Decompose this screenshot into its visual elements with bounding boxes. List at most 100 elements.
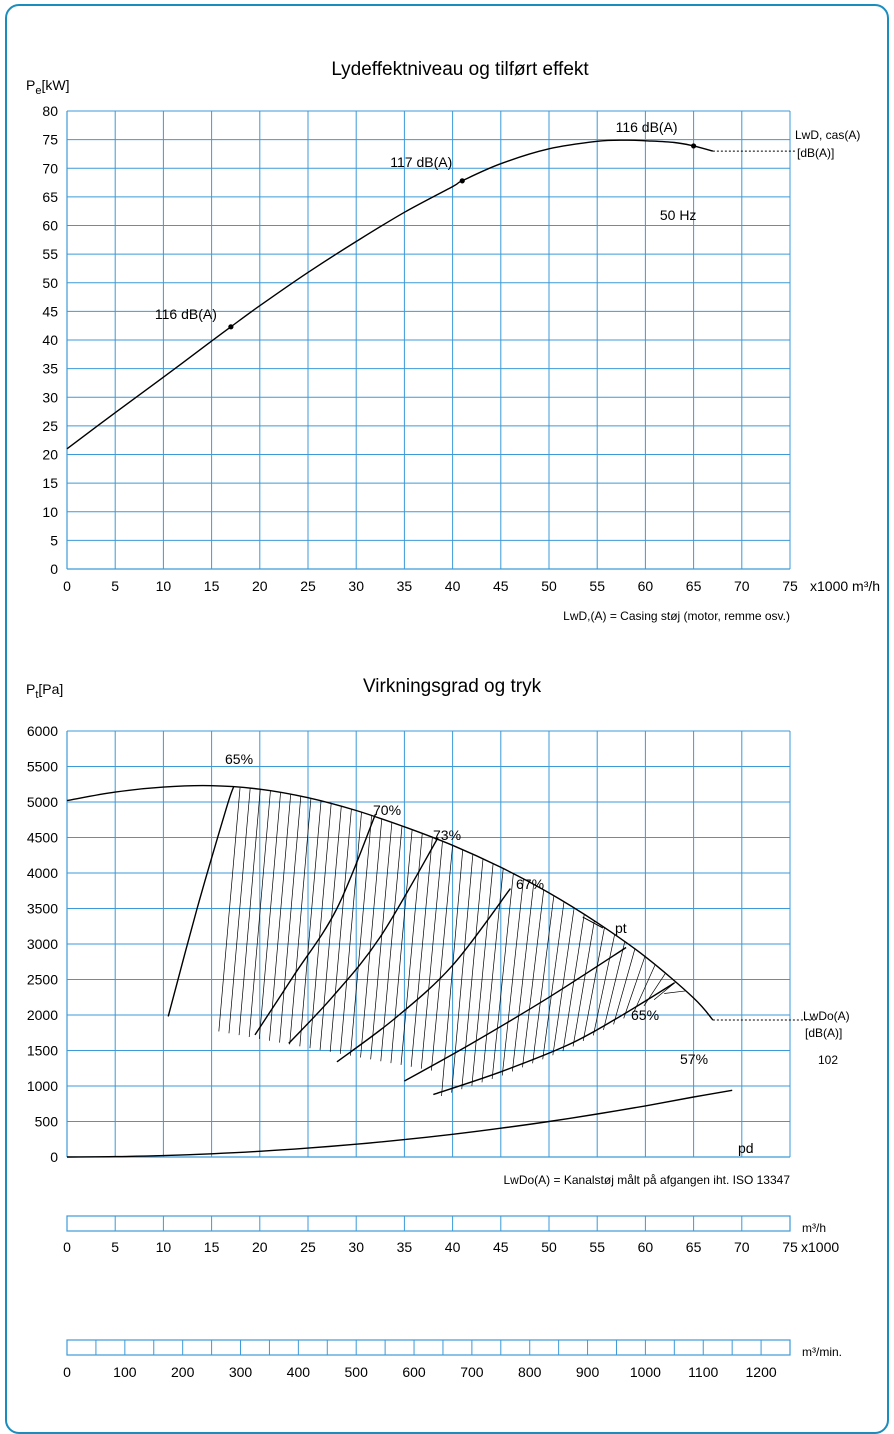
chart-2-hatch-line <box>299 801 322 1047</box>
chart-1-ytick: 80 <box>42 103 58 119</box>
chart-1-ytick: 45 <box>42 303 58 319</box>
scale-m3h-label: 10 <box>156 1239 172 1255</box>
chart-1-xlabel: x1000 m³/h <box>810 578 880 594</box>
chart-1-ytick: 5 <box>50 532 58 548</box>
chart-1-point <box>459 178 465 184</box>
scale-m3h-label: 5 <box>111 1239 119 1255</box>
chart-2-ylabel: Pt[Pa] <box>26 681 63 701</box>
chart-2-hatch-line <box>623 956 646 1019</box>
scale-m3h-label: 70 <box>734 1239 750 1255</box>
chart-2-hatch-line <box>279 796 302 1043</box>
scale-m3h-label: 35 <box>397 1239 413 1255</box>
chart-2-pt-label: pt <box>615 920 627 936</box>
chart-2-title: Virkningsgrad og tryk <box>363 676 542 697</box>
chart-2-hatch-line <box>289 798 312 1045</box>
chart-2-hatch-line <box>542 902 565 1060</box>
chart-1-xtick: 0 <box>63 578 71 594</box>
scale-m3min-unit: m³/min. <box>802 1345 842 1359</box>
chart-2-hatch-line <box>643 973 666 1007</box>
chart-1-ylabel-unit: [kW] <box>41 77 69 93</box>
chart-1-ylabel-sub: e <box>35 85 41 97</box>
chart-1-xtick: 30 <box>348 578 364 594</box>
chart-2-hatch-line <box>410 837 433 1067</box>
chart-1-ytick: 0 <box>50 561 58 577</box>
chart-1-point-label: 116 dB(A) <box>616 119 678 135</box>
chart-2-hatch-line <box>238 789 261 1036</box>
chart-1-title: Lydeffektniveau og tilført effekt <box>331 59 589 80</box>
chart-2-hatch-line <box>441 849 464 1097</box>
chart-2-ytick: 3500 <box>27 901 58 917</box>
chart-1-ytick: 20 <box>42 447 58 463</box>
chart-2-pd-label: pd <box>738 1140 754 1156</box>
chart-2-hatch-line <box>309 803 332 1049</box>
chart-2-ytick: 1500 <box>27 1043 58 1059</box>
chart-1-ytick: 50 <box>42 275 58 291</box>
chart-1-ylabel: Pe[kW] <box>26 77 69 97</box>
chart-2-efficiency-label: 70% <box>373 802 401 818</box>
chart-2-pt-curve <box>66 784 714 1021</box>
chart-1-xtick: 75 <box>782 578 798 594</box>
chart-1-ytick: 10 <box>42 504 58 520</box>
chart-2-efficiency-label: 65% <box>631 1007 659 1023</box>
chart-2-hatch-line <box>593 934 615 1036</box>
chart-2-hatch-line <box>451 854 474 1093</box>
scale-m3min-label: 400 <box>287 1364 311 1380</box>
chart-2-hatch-line <box>258 792 281 1039</box>
scale-m3h-label: 65 <box>686 1239 702 1255</box>
chart-2-efficiency-label: 57% <box>680 1051 708 1067</box>
chart-2-hatch-line <box>390 829 413 1064</box>
scale-m3min-label: 1200 <box>746 1364 777 1380</box>
chart-2-hatch-line <box>603 942 626 1030</box>
chart-2-ylabel-sub: t <box>35 689 38 701</box>
scale-m3h-label: 75 <box>782 1239 798 1255</box>
chart-1-ytick: 70 <box>42 160 58 176</box>
chart-1-ytick: 60 <box>42 218 58 234</box>
chart-2-hatch-line <box>562 914 585 1052</box>
scale-m3h-label: 55 <box>589 1239 605 1255</box>
chart-2-ytick: 3000 <box>27 936 58 952</box>
scale-m3min-label: 1100 <box>688 1364 718 1380</box>
chart-2-hatch-line <box>248 791 271 1038</box>
scale-m3min-label: 300 <box>229 1364 253 1380</box>
chart-2-hatch-line <box>360 819 383 1058</box>
scale-m3h-label: 30 <box>348 1239 364 1255</box>
chart-2-hatch-line <box>218 787 241 1032</box>
chart-2-hatch-line <box>512 884 534 1072</box>
chart-2-ytick: 1000 <box>27 1078 58 1094</box>
chart-2-hatch-line <box>613 949 636 1025</box>
chart-2-hatch-line <box>664 990 686 994</box>
chart-2-lwdo-unit: [dB(A)] <box>805 1026 842 1040</box>
chart-1-xtick: 45 <box>493 578 509 594</box>
chart-2-hatch-line <box>420 841 443 1069</box>
chart-1-xtick: 10 <box>156 578 172 594</box>
chart-2-hatch-line <box>572 920 595 1047</box>
chart-1-ytick: 30 <box>42 389 58 405</box>
chart-2-hatch-line <box>532 895 555 1064</box>
scale-m3h-label: 25 <box>300 1239 316 1255</box>
scale-m3h: 0 5 10 15 20 25 30 35 40 45 50 55 60 65 70 75 m³/h x1000 <box>63 1215 839 1255</box>
chart-2-hatch-line <box>350 815 372 1056</box>
chart-2-ytick: 0 <box>50 1149 58 1165</box>
chart-2-ytick: 5000 <box>27 794 58 810</box>
chart-1-xtick: 55 <box>589 578 605 594</box>
chart-2-lwdo-value: 102 <box>818 1053 838 1067</box>
scale-m3h-suffix: x1000 <box>801 1239 839 1255</box>
chart-1-xtick: 35 <box>397 578 413 594</box>
chart-1-lwd-unit: [dB(A)] <box>797 146 834 160</box>
chart-1-point-label: 116 dB(A) <box>155 306 217 322</box>
chart-1-ytick: 35 <box>42 361 58 377</box>
scale-m3min-label: 0 <box>63 1364 71 1380</box>
chart-1-point <box>228 324 234 330</box>
chart-1-xtick: 40 <box>445 578 461 594</box>
chart-2-hatch-line <box>370 822 393 1060</box>
scale-m3h-bar <box>66 1215 791 1232</box>
chart-1-ytick: 40 <box>42 332 58 348</box>
chart-2-efficiency-label: 65% <box>225 751 253 767</box>
scale-m3h-label: 15 <box>204 1239 220 1255</box>
chart-2-hatch-line <box>269 794 291 1041</box>
chart-1-ytick: 75 <box>42 132 58 148</box>
chart-1-xtick: 50 <box>541 578 557 594</box>
chart-2-hatch-line <box>633 964 656 1013</box>
scale-m3h-label: 50 <box>541 1239 557 1255</box>
